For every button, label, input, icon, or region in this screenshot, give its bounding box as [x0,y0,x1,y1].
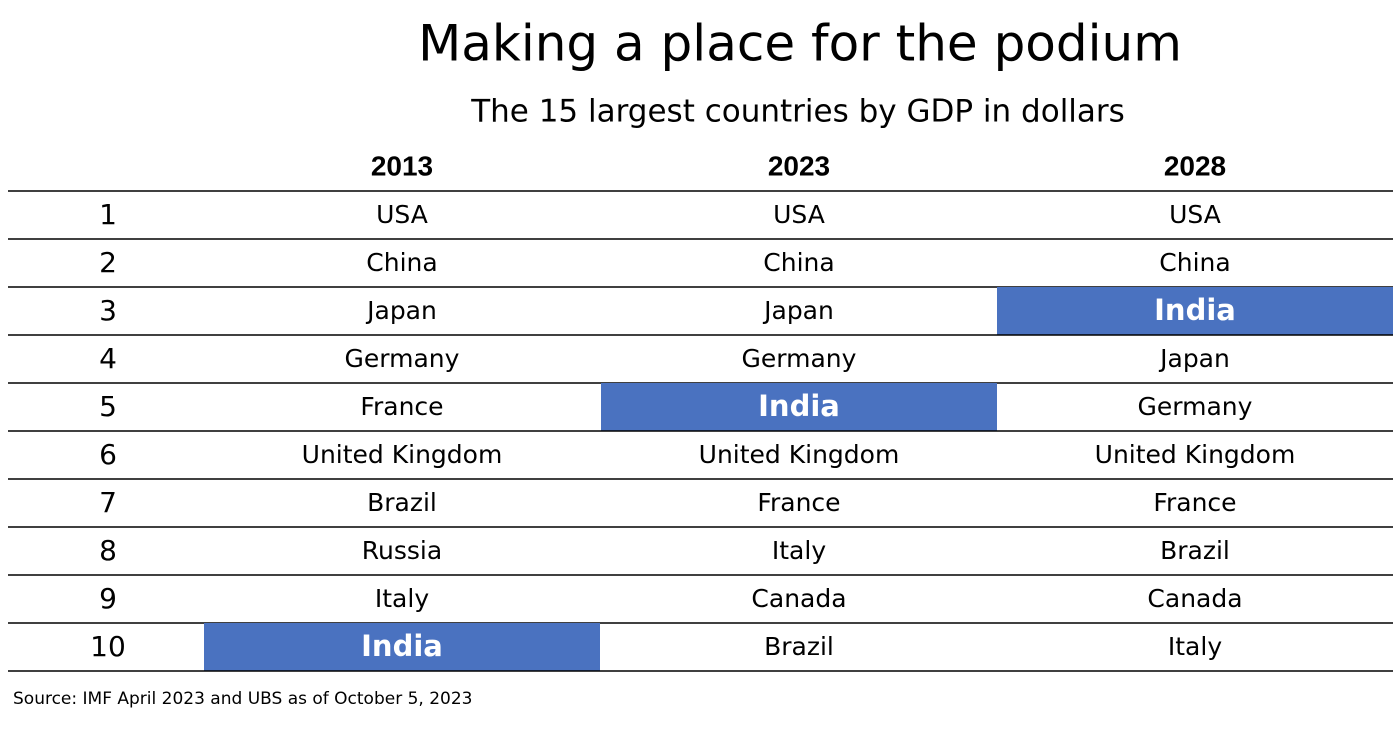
rank: 2 [99,246,117,279]
column-header: 2023 [768,150,830,181]
country: China [1159,248,1230,277]
column-header: 2013 [371,150,433,181]
country: Canada [751,584,846,613]
country: United Kingdom [302,440,503,469]
rank: 1 [99,198,117,231]
rank: 8 [99,534,117,567]
rank: 10 [90,630,126,663]
rank: 9 [99,582,117,615]
rank: 7 [99,486,117,519]
country: USA [1169,200,1221,229]
country: Italy [1168,632,1222,661]
highlight-cell [997,287,1393,335]
country: Japan [762,296,834,325]
source: Source: IMF April 2023 and UBS as of Oct… [13,689,473,709]
subtitle: The 15 largest countries by GDP in dolla… [470,94,1125,130]
country: Japan [1158,344,1230,373]
country: France [1153,488,1236,517]
highlight-cell [601,383,997,431]
highlighted-country: India [361,629,443,663]
country: France [360,392,443,421]
highlighted-country: India [1154,293,1236,327]
country: France [757,488,840,517]
highlight-cell [204,623,600,671]
country: United Kingdom [699,440,900,469]
country: USA [376,200,428,229]
title: Making a place for the podium [418,15,1182,73]
rank: 5 [99,390,117,423]
column-header: 2028 [1164,150,1226,181]
rank: 3 [99,294,117,327]
country: China [763,248,834,277]
highlighted-country: India [758,389,840,423]
country: Germany [1138,392,1253,421]
country: Italy [772,536,826,565]
country: Italy [375,584,429,613]
rank: 4 [99,342,117,375]
country: Brazil [1160,536,1230,565]
country: Russia [362,536,442,565]
country: Germany [345,344,460,373]
country: Brazil [367,488,437,517]
country: United Kingdom [1095,440,1296,469]
country: Germany [742,344,857,373]
country: China [366,248,437,277]
country: Brazil [764,632,834,661]
country: Japan [365,296,437,325]
country: Canada [1147,584,1242,613]
country: USA [773,200,825,229]
rank: 6 [99,438,117,471]
